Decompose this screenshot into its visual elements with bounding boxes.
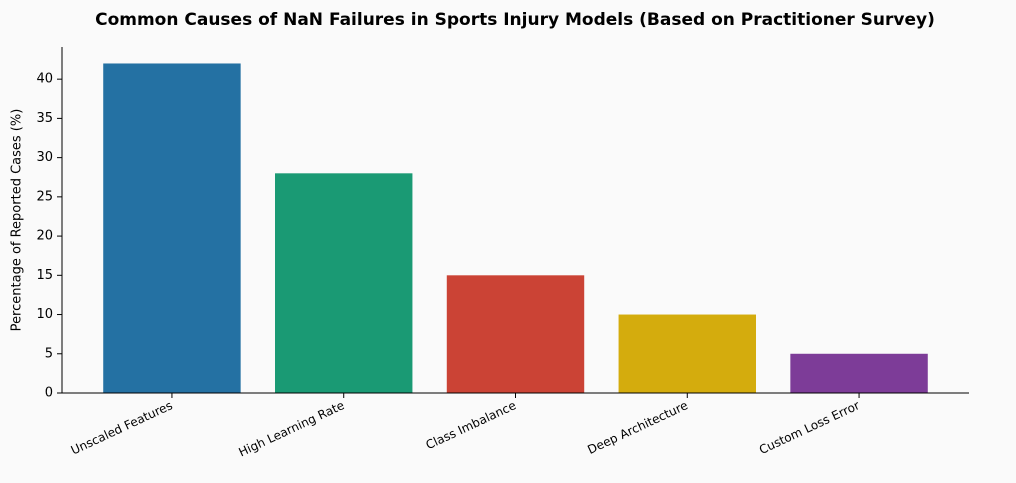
bar [618,314,756,393]
x-tick-label: High Learning Rate [236,398,346,459]
x-tick-label: Custom Loss Error [757,398,862,457]
chart-title: Common Causes of NaN Failures in Sports … [95,10,935,30]
x-tick-label: Deep Architecture [585,398,690,457]
bar [446,275,585,393]
y-tick-label: 0 [45,386,53,401]
y-tick-label: 15 [36,268,53,283]
y-tick-label: 10 [36,307,53,322]
bar [790,353,928,393]
y-tick-label: 20 [36,229,53,244]
y-tick-label: 5 [45,346,53,361]
x-tick-label: Unscaled Features [69,398,175,457]
bar [103,63,241,393]
y-tick-label: 25 [36,189,53,204]
y-tick-label: 30 [36,150,53,165]
bar [275,173,413,393]
y-axis-label: Percentage of Reported Cases (%) [10,109,25,332]
y-tick-label: 35 [36,111,53,126]
y-tick-label: 40 [36,72,53,87]
x-tick-label: Class Imbalance [424,398,519,452]
